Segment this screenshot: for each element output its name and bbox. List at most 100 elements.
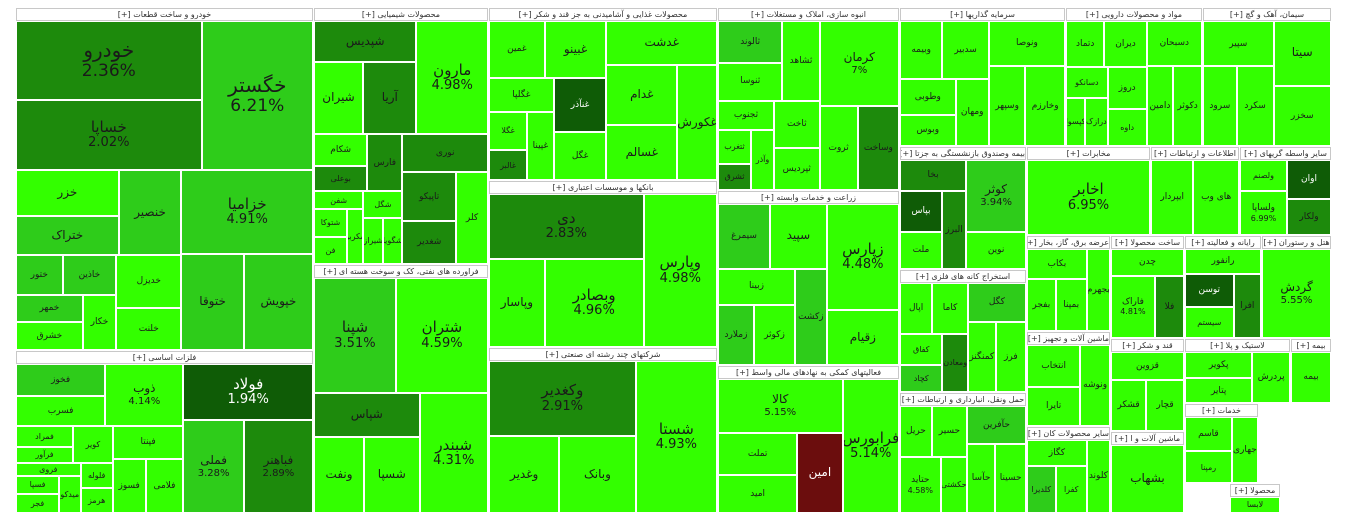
stock-tile[interactable]: غنآذر — [553, 78, 607, 133]
stock-tile[interactable]: دسبحان — [1146, 21, 1202, 66]
stock-tile[interactable]: شبندر 4.31% — [419, 392, 488, 513]
stock-tile[interactable]: بشهاب — [1111, 445, 1184, 513]
stock-tile[interactable]: فباهنر 2.89% — [243, 419, 313, 513]
stock-tile[interactable]: فجر — [16, 494, 60, 513]
stock-tile[interactable]: نوری — [402, 134, 488, 173]
stock-tile[interactable]: سیمرغ — [718, 204, 771, 269]
stock-tile[interactable]: وبیمه — [900, 21, 943, 80]
stock-tile[interactable]: فارس — [367, 134, 403, 192]
stock-tile[interactable]: خاذین — [62, 255, 117, 295]
sector-header[interactable]: خدمات [+] — [1185, 404, 1258, 417]
stock-tile[interactable]: کگل — [967, 283, 1026, 323]
stock-tile[interactable]: کالا 5.15% — [718, 379, 843, 433]
sector-header[interactable]: سرمایه گذاریها [+] — [900, 8, 1065, 21]
stock-tile[interactable]: قاسم — [1185, 417, 1232, 452]
stock-tile[interactable]: غکورش — [677, 65, 717, 180]
stock-tile[interactable]: شتوکا — [314, 209, 347, 237]
stock-tile[interactable]: ولکار — [1286, 198, 1331, 235]
stock-tile[interactable]: وکغدیر 2.91% — [489, 361, 636, 436]
stock-tile[interactable]: زکوثر — [753, 304, 795, 365]
stock-tile[interactable]: وسپهر — [988, 65, 1026, 146]
stock-tile[interactable]: ثشرق — [718, 163, 751, 190]
stock-tile[interactable]: فروی — [16, 463, 81, 476]
stock-tile[interactable]: غالبر — [489, 150, 528, 180]
stock-tile[interactable]: بکاب — [1027, 249, 1087, 279]
sector-header[interactable]: قند و شکر [+] — [1111, 339, 1184, 352]
stock-tile[interactable]: آریا — [363, 61, 417, 135]
stock-tile[interactable]: خمهر — [16, 294, 83, 323]
stock-tile[interactable]: ختور — [16, 255, 63, 295]
stock-tile[interactable]: کاما — [932, 283, 968, 334]
stock-tile[interactable]: فولاد 1.94% — [183, 364, 313, 420]
stock-tile[interactable]: ثالوند — [718, 21, 783, 63]
stock-tile[interactable]: فلا — [1154, 275, 1184, 338]
sector-header[interactable]: فراورده های نفتی، کک و سوخت هسته ای [+] — [314, 265, 488, 278]
stock-tile[interactable]: سپید — [770, 204, 827, 269]
stock-tile[interactable]: کمنگنز — [967, 322, 996, 392]
stock-tile[interactable]: مارون 4.98% — [416, 21, 488, 135]
sector-header[interactable]: انبوه سازی، املاک و مستغلات [+] — [718, 8, 899, 21]
stock-tile[interactable]: ختراک — [16, 215, 119, 256]
stock-tile[interactable]: ومهان — [955, 79, 989, 146]
stock-tile[interactable]: لابسا — [1230, 497, 1280, 513]
stock-tile[interactable]: ملت — [900, 232, 942, 269]
stock-tile[interactable]: افرا — [1233, 273, 1261, 338]
stock-tile[interactable]: توسن — [1185, 273, 1234, 308]
stock-tile[interactable]: ذوب 4.14% — [105, 364, 184, 426]
stock-tile[interactable]: کلر — [456, 172, 488, 264]
sector-header[interactable]: بیمه وصندوق بازنشستگی به جزتا [+] — [900, 147, 1026, 160]
stock-tile[interactable]: غبینو — [544, 21, 607, 79]
stock-tile[interactable]: فملی 3.28% — [183, 419, 244, 513]
stock-tile[interactable]: خکار — [82, 294, 117, 350]
stock-tile[interactable]: وآذر — [750, 129, 774, 190]
stock-tile[interactable]: فاراک 4.81% — [1111, 275, 1155, 338]
stock-tile[interactable]: قشکر — [1111, 380, 1147, 431]
stock-tile[interactable]: کفرا — [1055, 466, 1087, 513]
stock-tile[interactable]: تاپیکو — [402, 172, 457, 222]
stock-tile[interactable]: کرمان 7% — [819, 21, 899, 106]
stock-tile[interactable]: کچاد — [900, 364, 943, 392]
sector-header[interactable]: حمل ونقل، انبارداری و ارتباطات [+] — [900, 393, 1026, 406]
stock-tile[interactable]: وبصادر 4.96% — [544, 258, 644, 347]
stock-tile[interactable]: دی 2.83% — [489, 194, 644, 259]
stock-tile[interactable]: انتخاب — [1027, 345, 1081, 388]
sector-header[interactable]: محصولات شیمیایی [+] — [314, 8, 488, 21]
stock-tile[interactable]: دکپسول — [1066, 97, 1086, 146]
stock-tile[interactable]: فرابورس 5.14% — [842, 379, 899, 513]
stock-tile[interactable]: درازک — [1085, 97, 1108, 146]
stock-tile[interactable]: خودرو 2.36% — [16, 21, 202, 101]
sector-header[interactable]: ساخت محصولا [+] — [1111, 236, 1184, 249]
sector-header[interactable]: خودرو و ساخت قطعات [+] — [16, 8, 313, 21]
stock-tile[interactable]: دامین — [1146, 65, 1174, 146]
sector-header[interactable]: فلزات اساسی [+] — [16, 351, 313, 364]
sector-header[interactable]: ماشین آلات و ا [+] — [1111, 432, 1184, 445]
stock-tile[interactable]: شیراز — [363, 217, 383, 264]
stock-tile[interactable]: شگل — [363, 191, 403, 218]
stock-tile[interactable]: وغدیر — [489, 435, 560, 513]
sector-header[interactable]: ماشین آلات و تجهیز [+] — [1027, 332, 1110, 345]
stock-tile[interactable]: پکویر — [1185, 352, 1253, 379]
stock-tile[interactable]: زملارد — [718, 304, 754, 365]
sector-header[interactable]: مواد و محصولات دارویی [+] — [1066, 8, 1202, 21]
stock-tile[interactable]: سکرد — [1236, 66, 1274, 146]
stock-tile[interactable]: پتایر — [1185, 378, 1253, 403]
stock-tile[interactable]: شسپا — [364, 436, 420, 513]
stock-tile[interactable]: گردش 5.55% — [1262, 249, 1331, 338]
stock-tile[interactable]: ثنوسا — [718, 62, 783, 101]
sector-header[interactable]: سایر واسطه گریهای [+] — [1240, 147, 1331, 160]
stock-tile[interactable]: خنصیر — [118, 169, 182, 256]
stock-tile[interactable]: خشرق — [16, 322, 83, 350]
stock-tile[interactable]: وپاسار — [489, 258, 545, 347]
stock-tile[interactable]: غدشت — [606, 21, 717, 66]
stock-tile[interactable]: البرز — [941, 191, 967, 269]
stock-tile[interactable]: فسوز — [112, 458, 146, 513]
stock-tile[interactable]: شگویا — [382, 217, 403, 264]
stock-tile[interactable]: امید — [718, 474, 798, 513]
stock-tile[interactable]: غسالم — [606, 125, 678, 180]
stock-tile[interactable]: فسرب — [16, 396, 106, 426]
stock-tile[interactable]: شستا 4.93% — [635, 361, 717, 513]
stock-tile[interactable]: فرآور — [16, 446, 74, 464]
stock-tile[interactable]: خدیزل — [116, 255, 182, 308]
stock-tile[interactable]: غمین — [489, 21, 545, 79]
stock-tile[interactable]: شفن — [314, 191, 364, 210]
